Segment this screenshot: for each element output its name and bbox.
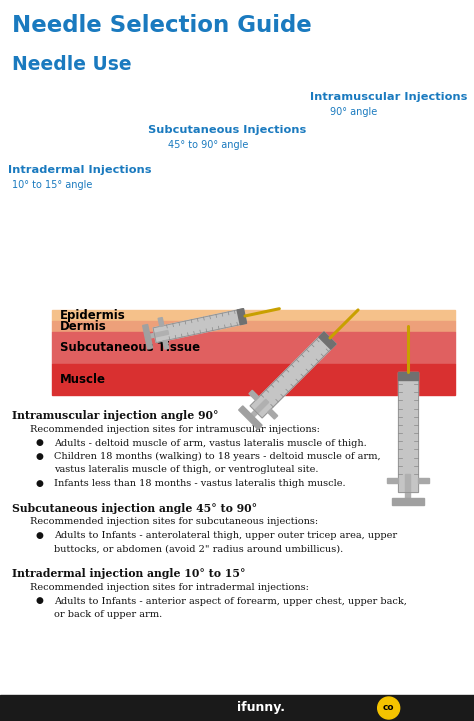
Text: Subcutaneous injection angle 45° to 90°: Subcutaneous injection angle 45° to 90° [12, 503, 257, 513]
Text: or back of upper arm.: or back of upper arm. [54, 610, 162, 619]
Polygon shape [150, 330, 169, 338]
Text: Dermis: Dermis [60, 320, 107, 333]
Polygon shape [392, 498, 424, 505]
Polygon shape [405, 474, 410, 498]
Text: Needle Selection Guide: Needle Selection Guide [12, 14, 312, 37]
Text: 10° to 15° angle: 10° to 15° angle [12, 180, 92, 190]
Text: Subcutaneous Injections: Subcutaneous Injections [148, 125, 306, 135]
Polygon shape [249, 390, 259, 400]
Text: Intradermal injection angle 10° to 15°: Intradermal injection angle 10° to 15° [12, 568, 246, 579]
Bar [52, 321, 455, 332]
Text: 45° to 90° angle: 45° to 90° angle [168, 140, 248, 150]
Text: ●: ● [36, 531, 44, 540]
Circle shape [378, 697, 400, 719]
Polygon shape [163, 340, 169, 349]
Bar [52, 310, 455, 321]
Text: 90° angle: 90° angle [330, 107, 377, 117]
Text: ●: ● [36, 479, 44, 488]
Text: ●: ● [36, 438, 44, 448]
Text: Infants less than 18 months - vastus lateralis thigh muscle.: Infants less than 18 months - vastus lat… [54, 479, 346, 488]
Text: Intradermal Injections: Intradermal Injections [8, 165, 152, 175]
Text: Needle Use: Needle Use [12, 55, 132, 74]
Text: Recommended injection sites for intradermal injections:: Recommended injection sites for intrader… [30, 583, 309, 592]
Text: Recommended injection sites for subcutaneous injections:: Recommended injection sites for subcutan… [30, 518, 318, 526]
Polygon shape [239, 406, 262, 429]
Text: Intramuscular injection angle 90°: Intramuscular injection angle 90° [12, 410, 219, 421]
Polygon shape [319, 332, 336, 349]
Polygon shape [418, 477, 429, 483]
Polygon shape [143, 324, 153, 349]
Text: Adults to Infants - anterior aspect of forearm, upper chest, upper back,: Adults to Infants - anterior aspect of f… [54, 596, 407, 606]
Text: Epidermis: Epidermis [60, 309, 126, 322]
Text: Adults to Infants - anterolateral thigh, upper outer tricep area, upper: Adults to Infants - anterolateral thigh,… [54, 531, 397, 540]
Text: ●: ● [36, 452, 44, 461]
Text: Children 18 months (walking) to 18 years - deltoid muscle of arm,: Children 18 months (walking) to 18 years… [54, 452, 381, 461]
Polygon shape [250, 332, 336, 418]
Polygon shape [251, 399, 269, 417]
Bar [0, 695, 474, 721]
Polygon shape [237, 309, 246, 324]
Polygon shape [398, 372, 418, 381]
Bar [52, 363, 455, 395]
Bar [52, 332, 455, 363]
Text: ifunny.: ifunny. [237, 702, 285, 715]
Text: vastus lateralis muscle of thigh, or ventrogluteal site.: vastus lateralis muscle of thigh, or ven… [54, 466, 319, 474]
Polygon shape [158, 317, 164, 327]
Text: Recommended injection sites for intramuscular injections:: Recommended injection sites for intramus… [30, 425, 320, 434]
Text: Subcutaneous Tissue: Subcutaneous Tissue [60, 341, 200, 354]
Text: Adults - deltoid muscle of arm, vastus lateralis muscle of thigh.: Adults - deltoid muscle of arm, vastus l… [54, 438, 367, 448]
Text: Intramuscular Injections: Intramuscular Injections [310, 92, 467, 102]
Text: co: co [383, 704, 394, 712]
Text: Muscle: Muscle [60, 373, 106, 386]
Polygon shape [268, 409, 278, 419]
Text: ●: ● [36, 596, 44, 606]
Text: buttocks, or abdomen (avoid 2" radius around umbillicus).: buttocks, or abdomen (avoid 2" radius ar… [54, 544, 343, 554]
Polygon shape [398, 372, 418, 492]
Polygon shape [387, 477, 398, 483]
Polygon shape [153, 309, 246, 342]
